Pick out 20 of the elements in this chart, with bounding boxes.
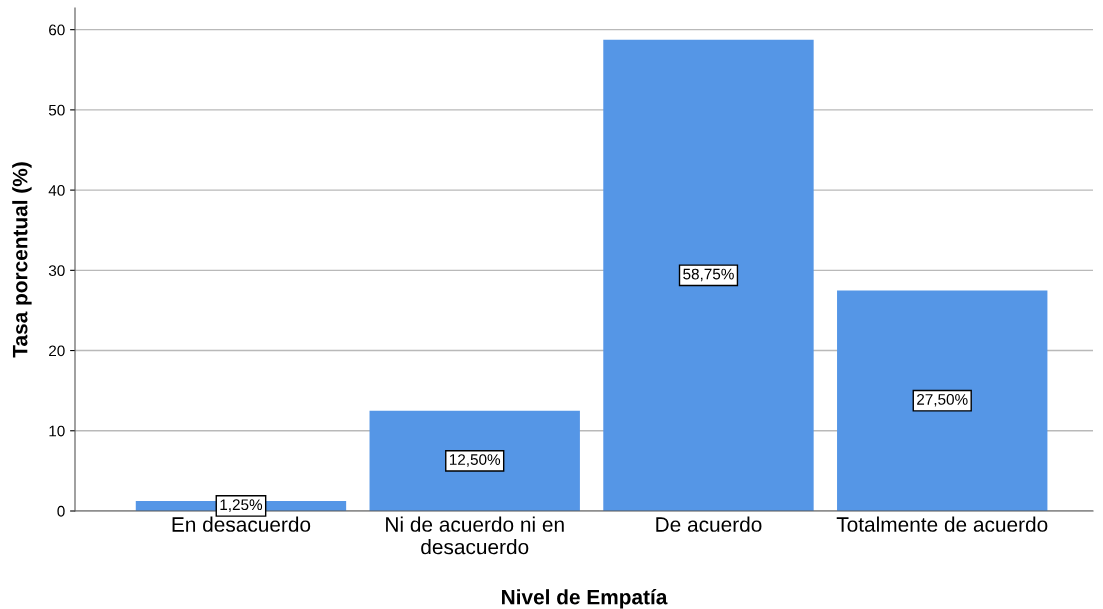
data-label: 1,25% — [220, 499, 263, 512]
y-tick-label: 10 — [49, 425, 65, 437]
x-axis-title: Nivel de Empatía — [502, 588, 668, 609]
bar — [603, 39, 814, 511]
y-tick-label: 50 — [48, 104, 65, 116]
y-tick-label: 30 — [48, 265, 65, 277]
bar — [837, 290, 1048, 511]
y-tick-label: 20 — [49, 345, 65, 357]
y-tick-label: 60 — [49, 24, 65, 36]
x-tick-label: Totalmente de acuerdo — [836, 516, 1048, 532]
data-label: 27,50% — [917, 393, 968, 407]
y-tick-label: 0 — [57, 505, 65, 517]
y-axis-title: Tasa porcentual (%) — [12, 162, 32, 358]
x-tick-label: En desacuerdo — [172, 516, 311, 532]
x-tick-label: De acuerdo — [656, 516, 762, 532]
x-tick-label: Ni de acuerdo ni en desacuerdo — [386, 516, 564, 555]
y-tick-label: 40 — [48, 184, 65, 196]
bar — [369, 410, 580, 511]
data-label: 58,75% — [683, 268, 734, 282]
data-label: 12,50% — [449, 454, 501, 467]
